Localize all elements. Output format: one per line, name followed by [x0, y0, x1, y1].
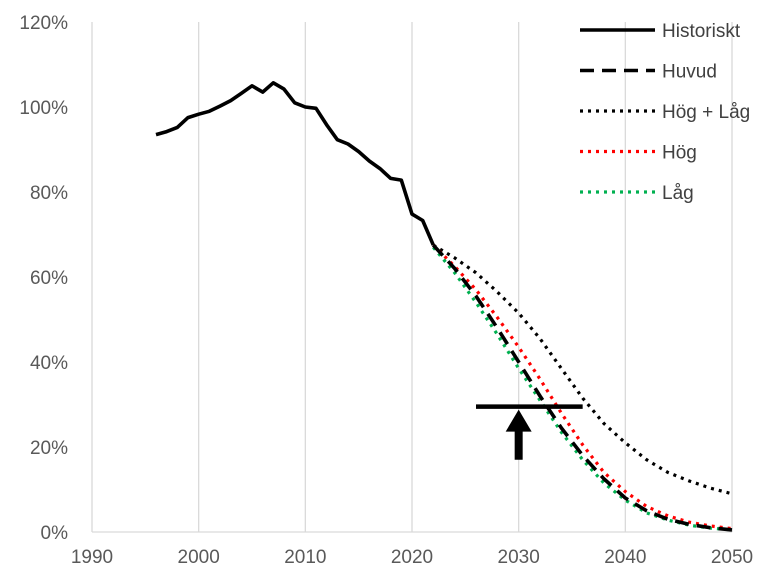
y-tick-label: 20%	[30, 438, 68, 459]
x-tick-label: 2040	[604, 547, 646, 568]
y-tick-label: 0%	[41, 523, 69, 544]
arrow-head	[505, 409, 532, 432]
series-line-1	[431, 243, 733, 532]
legend-label-2: Hög + Låg	[662, 102, 750, 123]
y-tick-label: 40%	[30, 353, 68, 374]
series-line-3	[432, 243, 733, 531]
series-line-0	[155, 81, 435, 246]
series-line-2	[432, 243, 733, 496]
x-tick-label: 2010	[284, 547, 326, 568]
legend-label-3: Hög	[662, 143, 697, 164]
x-axis-tick-labels: 1990 2000 2010 2020 2030 2040 2050	[71, 547, 753, 568]
legend-label-0: Historiskt	[662, 21, 741, 42]
series-line-4	[432, 246, 733, 532]
x-tick-label: 2000	[178, 547, 220, 568]
annotations	[476, 404, 583, 460]
x-tick-label: 2020	[391, 547, 433, 568]
y-tick-label: 100%	[19, 98, 68, 119]
series-lines	[155, 81, 733, 532]
legend-label-1: Huvud	[662, 62, 717, 83]
x-tick-label: 1990	[71, 547, 113, 568]
x-tick-label: 2050	[711, 547, 753, 568]
y-tick-label: 60%	[30, 268, 68, 289]
gridlines	[91, 22, 733, 533]
y-tick-label: 120%	[19, 13, 68, 34]
y-tick-label: 80%	[30, 183, 68, 204]
x-tick-label: 2030	[498, 547, 540, 568]
legend: Historiskt Huvud Hög + Låg Hög Låg	[580, 21, 750, 204]
y-axis-tick-labels: 0% 20% 40% 60% 80% 100% 120%	[19, 13, 68, 544]
legend-label-4: Låg	[662, 183, 694, 204]
